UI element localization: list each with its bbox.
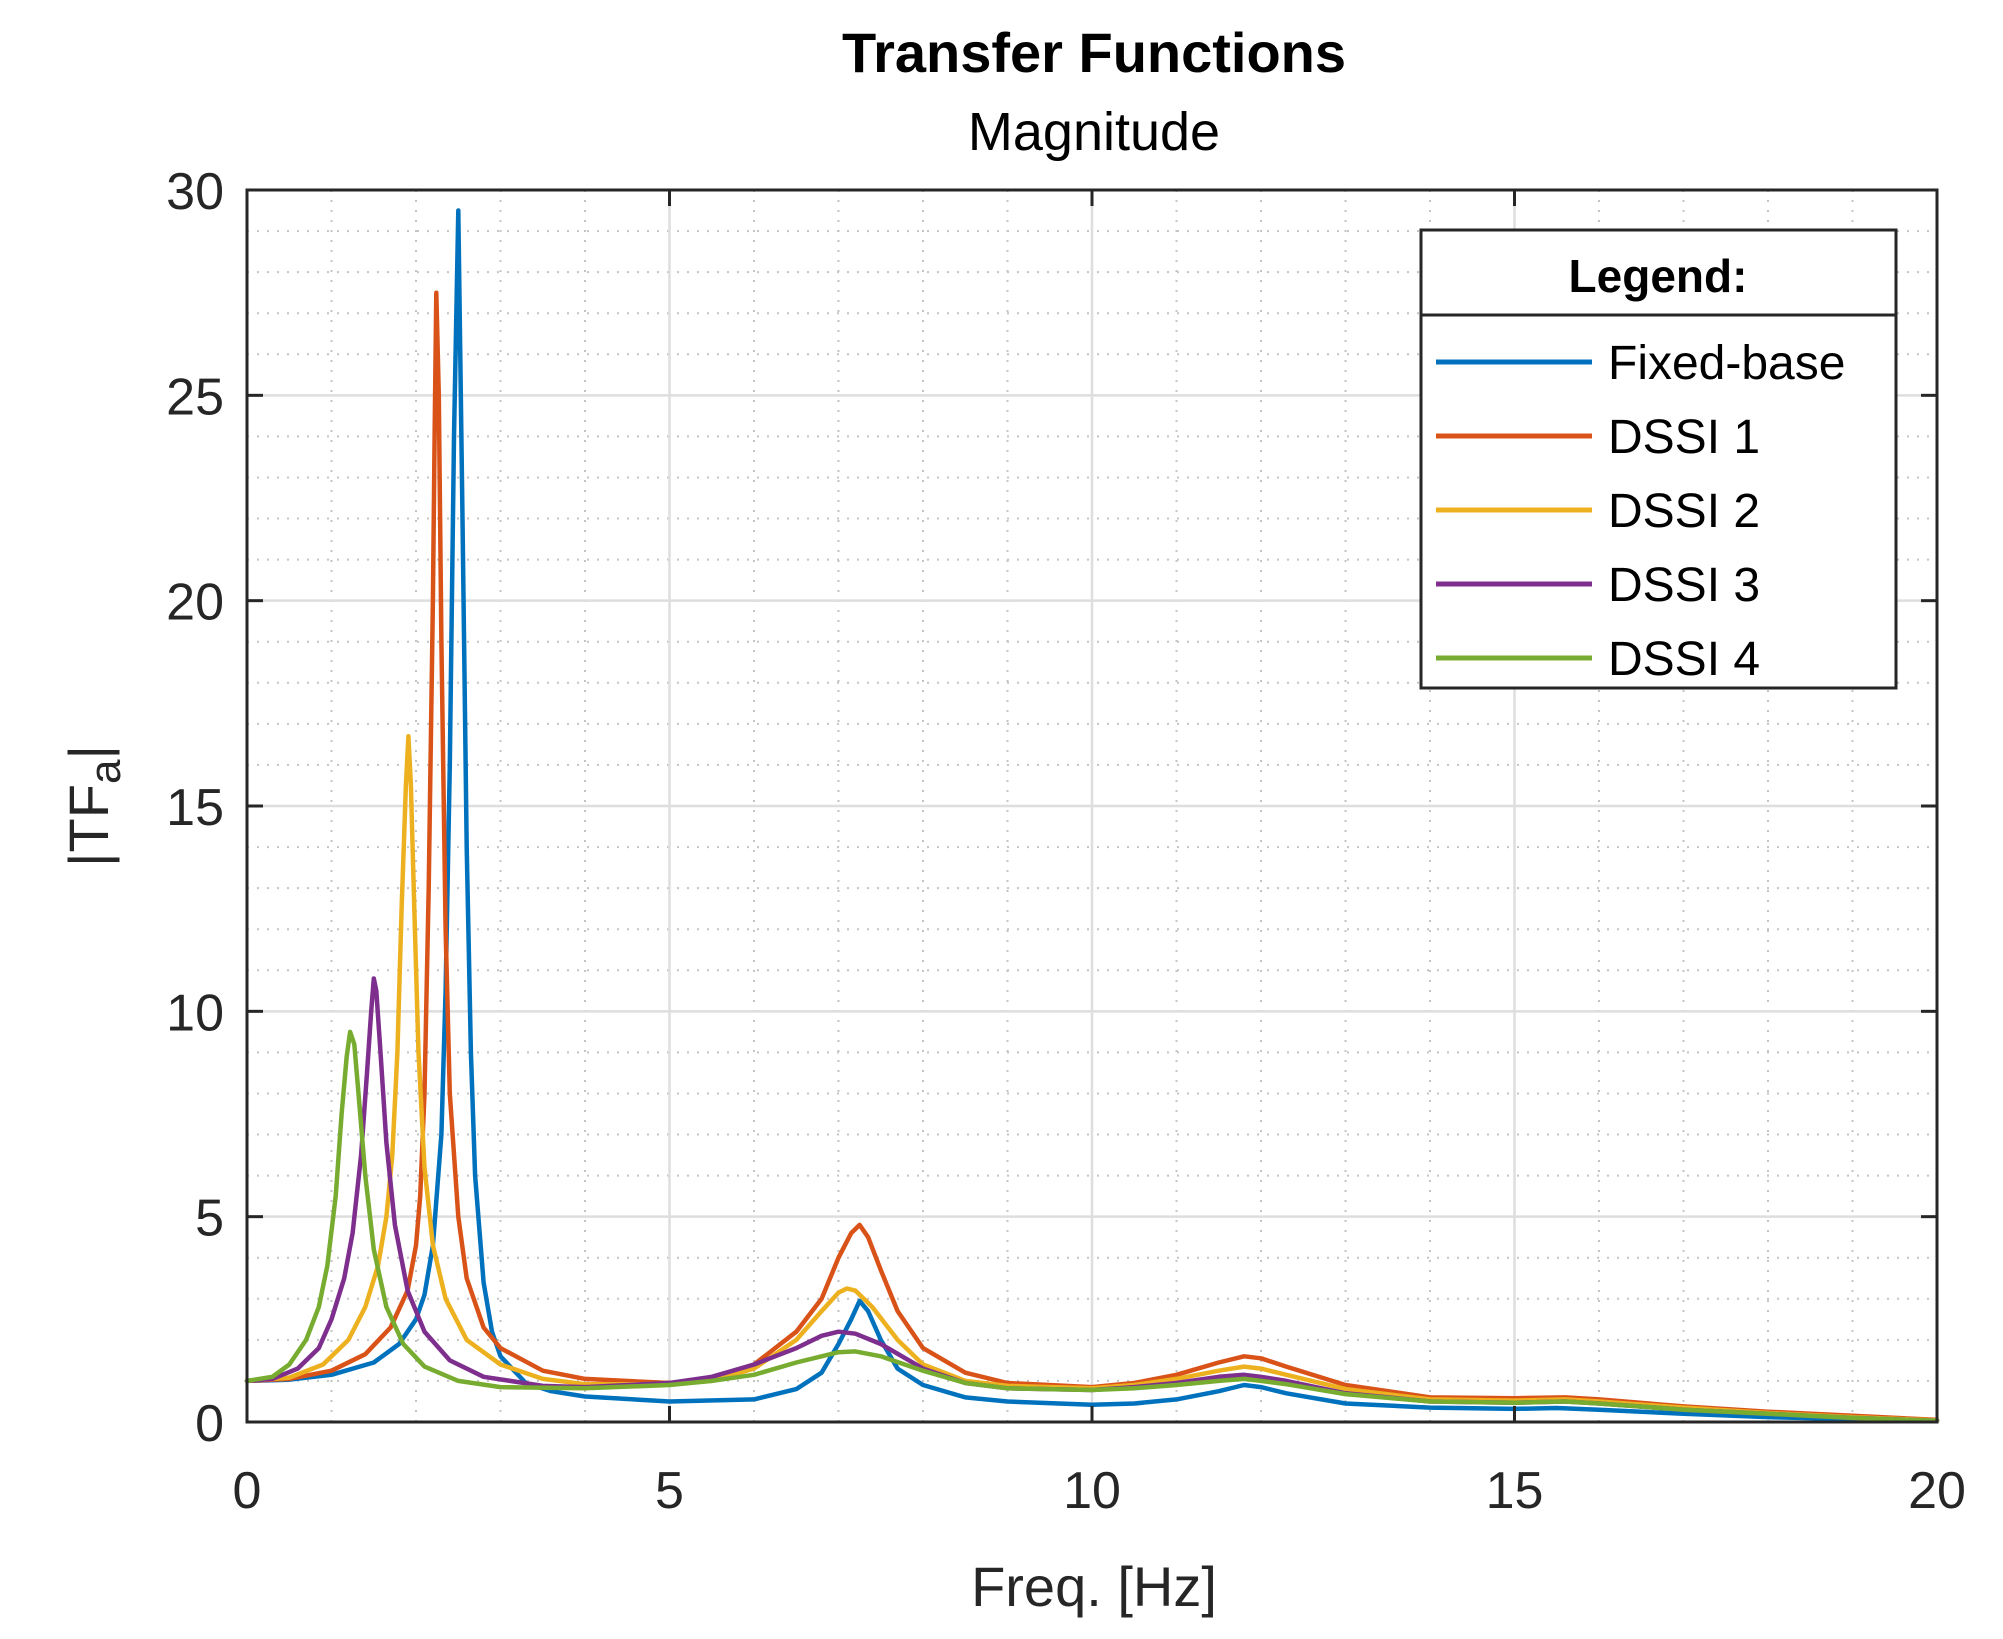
y-tick-label: 30 xyxy=(166,163,224,221)
x-tick-label: 10 xyxy=(1063,1462,1121,1520)
y-tick-label: 0 xyxy=(195,1395,224,1453)
series-line-3 xyxy=(244,733,1940,1423)
chart-title: Transfer Functions xyxy=(842,21,1346,84)
x-tick-label: 5 xyxy=(655,1462,684,1520)
plot-lines xyxy=(244,208,1940,1424)
y-tick-label: 10 xyxy=(166,984,224,1042)
series-line-5 xyxy=(244,1029,1940,1424)
legend-label-1: Fixed-base xyxy=(1608,337,1845,390)
legend-label-4: DSSI 3 xyxy=(1608,559,1760,612)
series-line-2 xyxy=(244,290,1940,1423)
legend-label-3: DSSI 2 xyxy=(1608,485,1760,538)
y-tick-label: 25 xyxy=(166,368,224,426)
x-tick-label: 0 xyxy=(233,1462,262,1520)
y-tick-label: 20 xyxy=(166,574,224,632)
y-tick-label: 5 xyxy=(195,1190,224,1248)
y-axis-label-main: |TF xyxy=(57,784,120,867)
legend-box xyxy=(1419,228,1898,690)
x-axis-label: Freq. [Hz] xyxy=(971,1555,1217,1618)
legend-label-2: DSSI 1 xyxy=(1608,411,1760,464)
chart-subtitle: Magnitude xyxy=(968,102,1220,162)
y-axis-label: |TFa| xyxy=(57,745,130,867)
y-tick-label: 15 xyxy=(166,779,224,837)
y-axis-label-subscript: a xyxy=(81,759,130,784)
series-line-1 xyxy=(244,208,1940,1424)
legend-label-5: DSSI 4 xyxy=(1608,633,1760,686)
legend-entries: Fixed-base DSSI 1 DSSI 2 DSSI 3 DSSI 4 xyxy=(1436,337,1845,686)
x-tick-label: 15 xyxy=(1486,1462,1544,1520)
legend-title: Legend: xyxy=(1569,250,1748,302)
axis-ticks: 0 5 10 15 20 0 5 10 15 20 25 30 xyxy=(166,163,1966,1520)
legend: Legend: Fixed-base DSSI 1 DSSI 2 DSSI 3 DSSI… xyxy=(1419,228,1898,690)
y-axis-label-suffix: | xyxy=(57,745,120,760)
x-tick-label: 20 xyxy=(1908,1462,1966,1520)
